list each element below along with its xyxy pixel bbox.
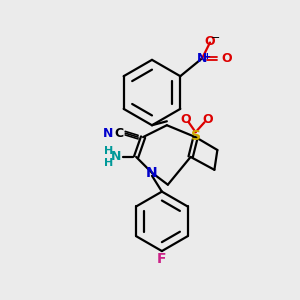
Text: −: − [211,33,220,43]
Text: O: O [180,113,191,126]
Text: N: N [197,52,207,65]
Text: +: + [203,52,211,61]
Text: C: C [115,127,124,140]
Text: O: O [205,35,215,48]
Text: H: H [104,158,113,168]
Text: F: F [157,252,167,266]
Text: N: N [146,166,158,180]
Text: O: O [202,113,213,126]
Text: N: N [111,150,122,164]
Text: N: N [103,127,114,140]
Text: S: S [190,129,201,143]
Text: O: O [221,52,232,65]
Text: H: H [104,146,113,156]
